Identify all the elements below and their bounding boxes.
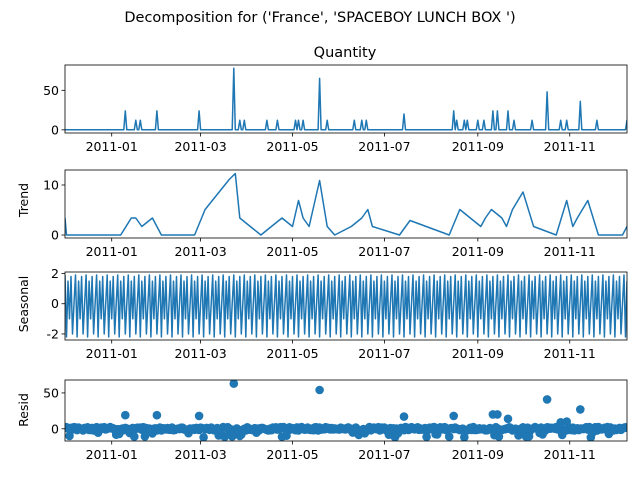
resid-point [422, 432, 431, 441]
seasonal-ytick-label: -2 [47, 326, 59, 341]
resid-panel: 0 50 2011-01 2011-03 2011-05 2011-07 2011-09 20… [43, 379, 628, 462]
trend-plot-area [65, 172, 627, 236]
observed-xtick-label: 2011-03 [174, 139, 226, 154]
seasonal-xtick-label: 2011-09 [452, 346, 504, 361]
observed-axes-frame [64, 64, 628, 134]
trend-xtick-label: 2011-09 [452, 244, 504, 259]
observed-series-line [65, 67, 627, 131]
resid-point [493, 410, 502, 419]
resid-point [542, 395, 552, 404]
resid-point [121, 410, 130, 420]
resid-point [562, 417, 571, 426]
resid-point [130, 432, 139, 441]
observed-xtick-label: 2011-09 [452, 139, 504, 154]
observed-xtick-label: 2011-07 [358, 139, 410, 154]
seasonal-xtick-label: 2011-05 [266, 346, 318, 361]
resid-ytick-label: 50 [43, 385, 59, 400]
resid-point [503, 414, 513, 424]
resid-xtick-label: 2011-11 [544, 447, 596, 462]
trend-panel: 0 10 2011-01 2011-03 2011-05 2011-07 2011-09 20… [43, 169, 628, 259]
seasonal-plot-area [65, 274, 627, 338]
resid-point [399, 412, 409, 421]
observed-ytick-label: 50 [43, 83, 59, 98]
trend-xtick-label: 2011-11 [544, 244, 596, 259]
resid-point [622, 423, 627, 432]
resid-point [449, 411, 459, 421]
resid-point [576, 405, 585, 414]
seasonal-panel-ylabel: Seasonal [16, 276, 31, 333]
resid-point [140, 432, 150, 441]
resid-xtick-label: 2011-07 [358, 447, 410, 462]
trend-ytick-label: 10 [43, 178, 59, 193]
resid-xtick-label: 2011-03 [174, 447, 226, 462]
trend-xtick-label: 2011-03 [174, 244, 226, 259]
trend-xtick-label: 2011-07 [358, 244, 410, 259]
observed-plot-area [65, 67, 627, 131]
resid-xtick-label: 2011-01 [86, 447, 138, 462]
trend-ytick-label: 0 [51, 228, 59, 243]
trend-axes-frame [64, 169, 628, 239]
trend-xtick-label: 2011-05 [266, 244, 318, 259]
trend-xtick-label: 2011-01 [86, 244, 138, 259]
resid-point [194, 411, 204, 421]
resid-point [199, 433, 208, 441]
trend-panel-ylabel: Trend [16, 183, 31, 218]
resid-plot-area [65, 380, 627, 441]
seasonal-xtick-label: 2011-07 [358, 346, 410, 361]
resid-point [315, 385, 324, 395]
observed-xtick-label: 2011-01 [86, 139, 138, 154]
seasonal-panel: -2 0 2 2011-01 2011-03 2011-05 2011-07 2011-09 2… [47, 266, 628, 361]
seasonal-xtick-label: 2011-11 [544, 346, 596, 361]
resid-xtick-label: 2011-09 [452, 447, 504, 462]
observed-xtick-label: 2011-11 [544, 139, 596, 154]
resid-point [229, 380, 239, 388]
observed-xtick-label: 2011-05 [266, 139, 318, 154]
observed-panel-title: Quantity [314, 45, 377, 61]
observed-panel: 0 50 2011-01 2011-03 2011-05 2011-07 2011-09 20… [43, 64, 628, 154]
seasonal-ytick-label: 2 [51, 266, 59, 281]
seasonal-xtick-label: 2011-03 [174, 346, 226, 361]
seasonal-xtick-label: 2011-01 [86, 346, 138, 361]
resid-point [65, 431, 74, 441]
figure-suptitle: Decomposition for ('France', 'SPACEBOY L… [124, 10, 515, 26]
trend-series-line [65, 172, 627, 236]
resid-panel-ylabel: Resid [16, 393, 31, 427]
resid-point [444, 432, 454, 441]
resid-point [494, 432, 504, 441]
observed-ytick-label: 0 [51, 122, 59, 137]
resid-ytick-label: 0 [51, 421, 59, 436]
seasonal-axes-frame [64, 271, 628, 341]
resid-xtick-label: 2011-05 [266, 447, 318, 462]
resid-point [152, 410, 162, 420]
resid-point [460, 432, 469, 441]
seasonal-ytick-label: 0 [51, 296, 59, 311]
resid-axes-frame [64, 379, 628, 442]
seasonal-series-line [65, 274, 627, 338]
